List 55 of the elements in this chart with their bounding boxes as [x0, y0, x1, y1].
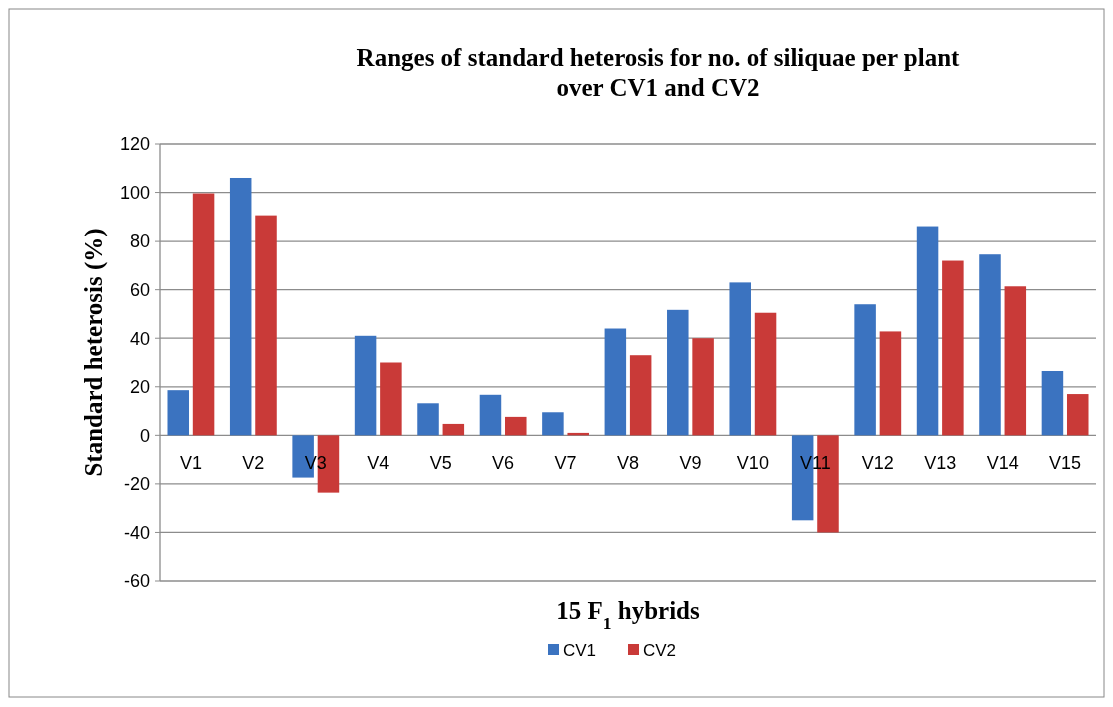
legend-label: CV2: [643, 640, 677, 660]
bar: [542, 412, 564, 436]
x-tick-label: V9: [679, 453, 702, 474]
bar: [479, 394, 502, 436]
bar: [729, 282, 751, 436]
chart-title: Ranges of standard heterosis for no. of siliquae per plant over CV1 and CV2: [356, 44, 961, 101]
x-tick-label: V6: [492, 453, 515, 474]
bar: [1041, 371, 1064, 436]
y-tick-label: 100: [119, 182, 150, 203]
bar: [442, 423, 465, 436]
y-tick-label: 40: [129, 328, 150, 349]
x-tick-label: V10: [736, 453, 769, 474]
x-axis-title: 15 F$_{1}$ hybrids: [556, 597, 701, 633]
bar: [1004, 286, 1027, 436]
x-tick-label: V8: [616, 453, 640, 474]
bar: [1066, 394, 1089, 436]
y-tick-label: -40: [123, 522, 150, 543]
x-tick-label: V1: [179, 453, 202, 474]
y-tick-label: 20: [129, 377, 150, 398]
x-tick-label: V12: [861, 453, 894, 474]
x-tick-label: V7: [554, 453, 577, 474]
bar: [380, 362, 402, 436]
bar: [229, 177, 252, 436]
bar: [667, 309, 689, 436]
y-tick-label: 0: [139, 425, 150, 446]
x-tick-label: V4: [367, 453, 390, 474]
y-tick-label: 120: [119, 134, 150, 155]
x-tick-label: V2: [242, 453, 265, 474]
x-tick-label: V5: [429, 453, 452, 474]
bar: [879, 331, 902, 436]
bar: [192, 193, 215, 436]
bar: [692, 338, 714, 436]
bar: [854, 304, 876, 436]
y-tick-label: 60: [129, 279, 150, 300]
bar: [754, 312, 777, 436]
legend-label: CV1: [563, 640, 597, 660]
y-tick-label: 80: [129, 231, 150, 252]
x-tick-label: V11: [799, 453, 831, 474]
bar: [942, 260, 964, 436]
x-tick-label: V13: [924, 453, 957, 474]
bar: [255, 215, 277, 436]
y-tick-label: -60: [123, 571, 150, 592]
bar: [354, 335, 377, 436]
x-tick-label: V14: [986, 453, 1019, 474]
x-tick-label: V3: [304, 453, 327, 474]
y-tick-label: -20: [123, 474, 150, 495]
y-axis-title: Standard heterosis (%): [80, 228, 108, 477]
bar: [505, 416, 527, 436]
bar: [979, 254, 1001, 436]
bar: [167, 390, 190, 436]
x-tick-label: V15: [1049, 453, 1082, 474]
bar: [417, 403, 439, 436]
bar: [916, 226, 939, 436]
bar: [604, 328, 627, 436]
bar: [629, 355, 652, 436]
